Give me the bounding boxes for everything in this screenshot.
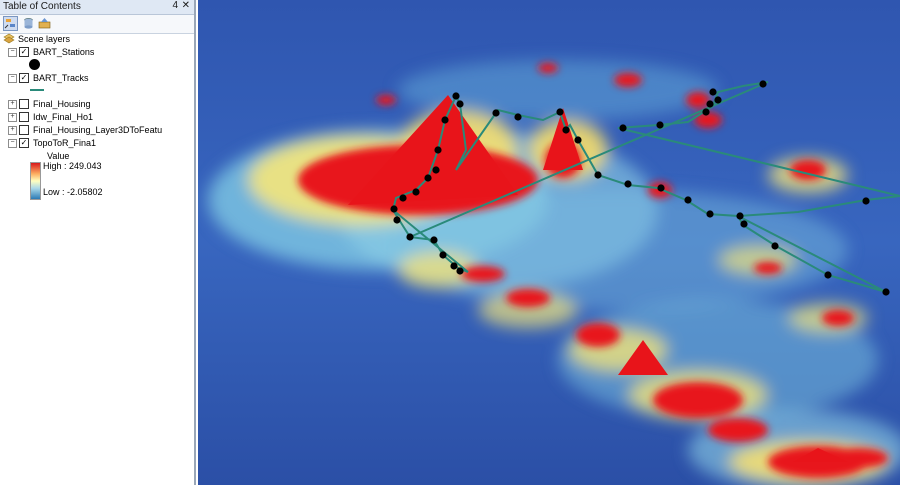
layer-row-topotor-fina1[interactable]: − ✓ TopoToR_Fina1 (8, 137, 188, 149)
table-of-contents-panel: Table of Contents 4 ✕ (0, 0, 196, 485)
legend-high: High : 249.043 (43, 160, 102, 172)
layer-row-final-housing-layer3d[interactable]: + Final_Housing_Layer3DToFeatu (8, 124, 188, 136)
legend-low-label: Low : -2.05802 (43, 187, 103, 197)
layer-name[interactable]: BART_Tracks (33, 73, 89, 83)
tree-root-label: Scene layers (18, 34, 71, 44)
peak-small (618, 340, 668, 375)
layer-name[interactable]: BART_Stations (33, 47, 95, 57)
layer-visibility-checkbox[interactable]: ✓ (19, 47, 29, 57)
layer-row-final-housing[interactable]: + Final_Housing (8, 98, 188, 110)
legend-high-label: High : 249.043 (43, 161, 102, 171)
legend-heading-label: Value (47, 151, 70, 161)
bart-stations (390, 80, 890, 296)
layer-visibility-checkbox[interactable] (19, 112, 29, 122)
bart-track-line (392, 81, 900, 293)
3d-scene-view[interactable] (198, 0, 900, 485)
layer-row-bart-tracks[interactable]: − ✓ BART_Tracks (8, 72, 188, 84)
pin-icon[interactable]: 4 (172, 0, 178, 11)
list-by-drawing-order-button[interactable] (3, 16, 18, 31)
expand-icon[interactable]: + (8, 113, 17, 122)
layer-name[interactable]: Final_Housing_Layer3DToFeatu (33, 125, 163, 135)
legend-low: Low : -2.05802 (43, 186, 103, 198)
peak-main (348, 95, 518, 205)
layer-name[interactable]: Final_Housing (33, 99, 91, 109)
expand-icon[interactable]: + (8, 126, 17, 135)
collapse-icon[interactable]: − (8, 139, 17, 148)
toc-title: Table of Contents (3, 1, 81, 12)
color-ramp (30, 162, 41, 200)
layer-visibility-checkbox[interactable]: ✓ (19, 73, 29, 83)
peak-secondary (543, 108, 583, 170)
layers-icon (3, 33, 15, 44)
list-by-source-icon (24, 18, 33, 29)
peak-bottom (793, 448, 848, 462)
station-point-symbol (29, 59, 40, 70)
collapse-icon[interactable]: − (8, 74, 17, 83)
layer-visibility-checkbox[interactable]: ✓ (19, 138, 29, 148)
list-by-source-button[interactable] (21, 16, 36, 31)
close-icon[interactable]: ✕ (181, 0, 190, 11)
layer-visibility-checkbox[interactable] (19, 125, 29, 135)
list-by-visibility-icon (38, 18, 51, 29)
toc-titlebar[interactable]: Table of Contents 4 ✕ (0, 0, 194, 15)
layer-row-idw-final-ho1[interactable]: + Idw_Final_Ho1 (8, 111, 188, 123)
layer-name[interactable]: Idw_Final_Ho1 (33, 112, 94, 122)
track-line-symbol (30, 89, 44, 91)
collapse-icon[interactable]: − (8, 48, 17, 57)
list-by-drawing-order-icon (4, 19, 15, 29)
layer-name[interactable]: TopoToR_Fina1 (33, 138, 97, 148)
expand-icon[interactable]: + (8, 100, 17, 109)
legend-heading: Value (47, 150, 69, 162)
toc-toolbar (0, 15, 194, 34)
layer-row-bart-stations[interactable]: − ✓ BART_Stations (8, 46, 188, 58)
scene-canvas[interactable] (198, 0, 900, 485)
layer-visibility-checkbox[interactable] (19, 99, 29, 109)
list-by-visibility-button[interactable] (37, 16, 52, 31)
